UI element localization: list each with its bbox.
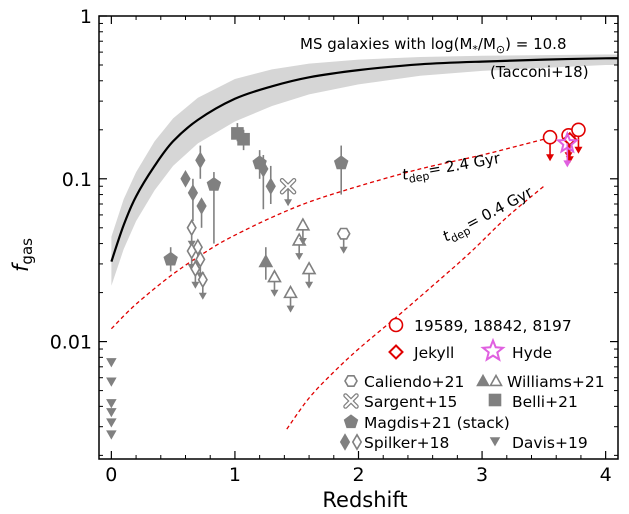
legend-label-5: Sargent+15 (364, 393, 457, 411)
data-point-9-2 (106, 399, 117, 409)
x-axis-label: Redshift (322, 488, 407, 512)
series-davis-19 (106, 358, 117, 440)
legend-marker-spilker-open (351, 433, 363, 451)
x-tick-label-4: 4 (600, 464, 612, 486)
series-hyde (555, 130, 580, 168)
data-point-9-1 (106, 377, 117, 387)
data-point-7-3 (333, 155, 349, 170)
tdep-annotation-2p4: tdep= 2.4 Gyr (401, 149, 503, 187)
series-magdis-21-stack- (163, 145, 349, 272)
data-point-0-0 (542, 129, 558, 145)
data-point-8-0 (180, 170, 191, 188)
data-point-0-2 (571, 122, 586, 138)
data-point-6-1 (237, 132, 250, 146)
legend-marker-circle (388, 317, 404, 333)
legend-label-8: Spilker+18 (364, 434, 449, 452)
series-belli-21 (231, 123, 250, 151)
legend-marker-davis (489, 437, 501, 447)
data-point-8-9 (192, 238, 203, 256)
y-tick-label-0: 1 (80, 6, 92, 28)
legend-label-3: Caliendo+21 (364, 373, 464, 391)
data-point-7-1 (206, 177, 222, 191)
legend-marker-hyde (480, 337, 506, 362)
legend-label-2: Hyde (512, 344, 552, 362)
axes-layer: 0 1 2 3 4 1 0.1 0.01 (50, 6, 619, 486)
legend: 19589, 18842, 8197 Jekyll Hyde Caliendo+21 W… (339, 317, 605, 452)
tdep-curve-1 (110, 138, 545, 330)
legend-marker-sargent (343, 393, 359, 409)
y-tick-label-1: 0.1 (62, 169, 92, 191)
series-williams-21 (258, 217, 317, 313)
data-point-4-5 (301, 261, 317, 275)
data-point-7-0 (163, 251, 178, 266)
ms-annotation-line2: (Tacconi+18) (490, 63, 589, 81)
ms-uncertainty-band (111, 54, 618, 286)
data-point-8-3 (196, 197, 207, 215)
legend-marker-williams-filled (476, 373, 490, 387)
legend-marker-belli (488, 393, 502, 407)
data-point-9-4 (106, 418, 117, 428)
data-point-4-1 (267, 269, 282, 283)
data-point-4-2 (283, 284, 298, 299)
legend-label-0: 19589, 18842, 8197 (414, 317, 572, 335)
data-point-4-4 (295, 217, 311, 231)
x-tick-label-1: 1 (229, 464, 241, 486)
data-point-9-5 (106, 430, 117, 440)
x-tick-label-2: 2 (352, 464, 364, 486)
y-tick-label-2: 0.01 (50, 332, 92, 354)
ms-band-layer (111, 54, 618, 286)
legend-label-1: Jekyll (413, 344, 454, 362)
series-19589-18842-8197 (542, 122, 586, 162)
legend-marker-spilker-filled (339, 433, 351, 451)
ms-annotation-line1: MS galaxies with log(M*/M⊙) = 10.8 (300, 35, 567, 56)
tdep-annotation-0p4: tdep= 0.4 Gyr (439, 183, 537, 249)
data-point-8-4 (258, 160, 269, 178)
data-point-9-3 (106, 408, 117, 418)
data-point-2-0 (555, 130, 580, 154)
legend-marker-jekyll (388, 344, 404, 360)
legend-label-4: Williams+21 (507, 373, 605, 391)
data-point-5-0 (279, 177, 297, 195)
ms-median-curve (110, 57, 618, 262)
legend-marker-caliendo (344, 374, 358, 388)
series-sargent-15 (279, 177, 297, 207)
data-point-8-1 (187, 184, 199, 202)
data-point-8-5 (265, 177, 276, 196)
legend-label-9: Davis+19 (512, 434, 588, 452)
data-point-8-10 (195, 250, 206, 269)
series-caliendo-21 (336, 227, 351, 254)
data-point-4-0 (258, 253, 274, 268)
y-axis-label: fgas (9, 238, 36, 272)
data-point-8-6 (186, 219, 197, 237)
data-point-8-2 (195, 151, 206, 170)
x-tick-label-0: 0 (105, 464, 117, 486)
legend-label-7: Magdis+21 (stack) (364, 414, 510, 432)
data-point-8-11 (197, 270, 208, 289)
x-tick-label-3: 3 (476, 464, 488, 486)
data-point-9-0 (106, 358, 117, 368)
legend-marker-williams-open (489, 373, 503, 387)
legend-label-6: Belli+21 (512, 393, 578, 411)
data-point-3-0 (336, 227, 351, 240)
series-spilker-18 (180, 145, 276, 300)
points-layer (106, 122, 586, 440)
legend-marker-magdis (343, 414, 359, 429)
